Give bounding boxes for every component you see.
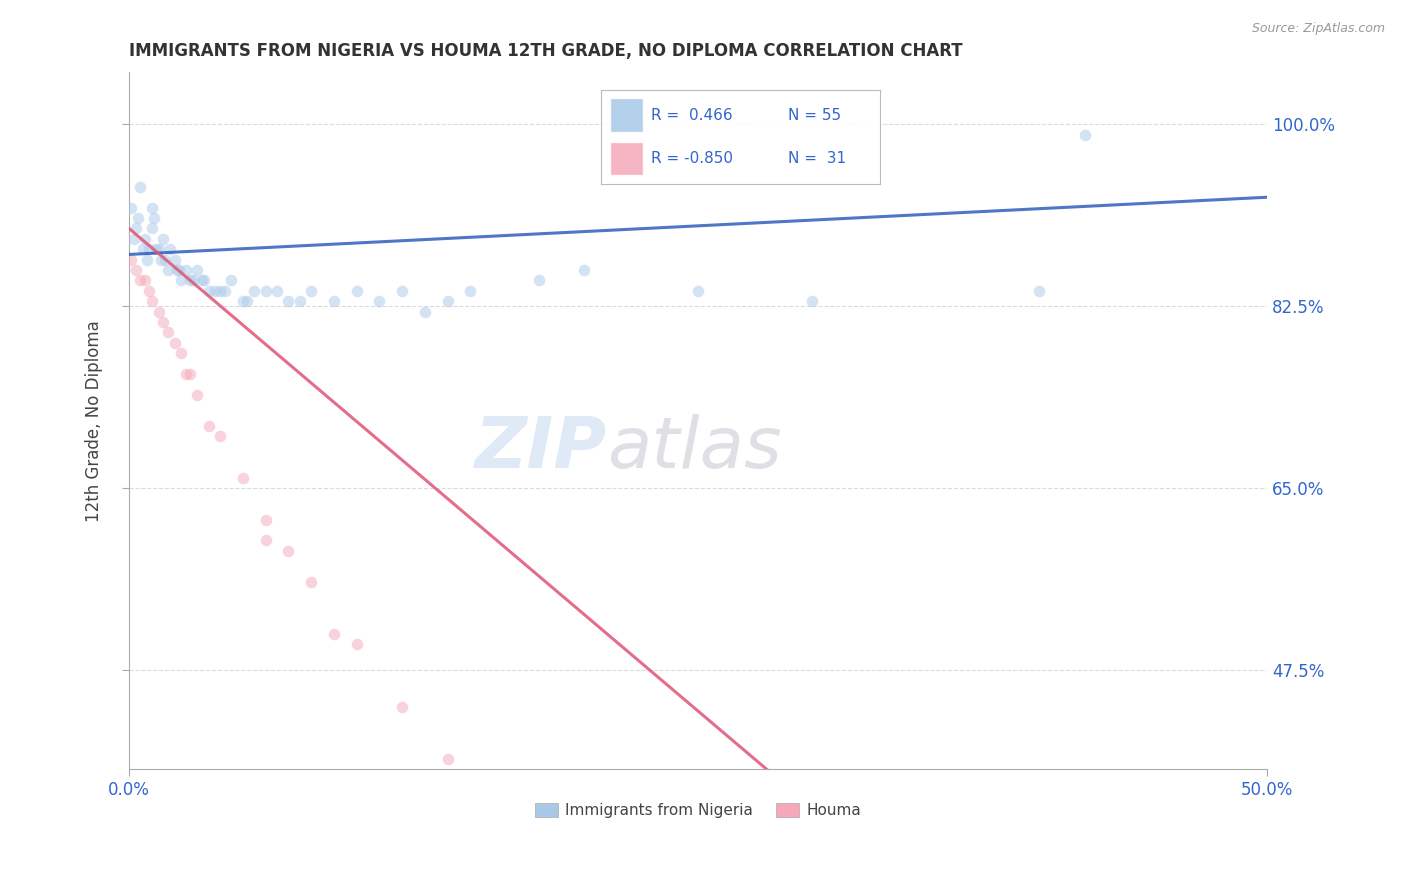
- Point: [1074, 128, 1097, 142]
- Point: [266, 284, 288, 298]
- Point: [127, 211, 149, 225]
- Point: [460, 284, 482, 298]
- Point: [1028, 866, 1050, 880]
- Point: [686, 284, 709, 298]
- Point: [181, 273, 204, 287]
- Text: Source: ZipAtlas.com: Source: ZipAtlas.com: [1251, 22, 1385, 36]
- Point: [243, 284, 266, 298]
- Point: [141, 201, 163, 215]
- Point: [254, 284, 277, 298]
- Point: [159, 242, 181, 256]
- Point: [346, 638, 368, 652]
- Point: [186, 263, 208, 277]
- Point: [125, 263, 148, 277]
- Point: [138, 242, 160, 256]
- Point: [413, 304, 436, 318]
- Text: atlas: atlas: [607, 414, 782, 483]
- Point: [391, 284, 413, 298]
- Point: [214, 284, 236, 298]
- Point: [299, 284, 322, 298]
- Point: [436, 294, 458, 309]
- Point: [129, 273, 152, 287]
- Point: [527, 273, 550, 287]
- Point: [155, 252, 177, 267]
- Point: [208, 284, 231, 298]
- Point: [167, 263, 190, 277]
- Point: [232, 294, 254, 309]
- Point: [141, 294, 163, 309]
- Point: [122, 232, 145, 246]
- Point: [197, 284, 219, 298]
- Point: [179, 273, 201, 287]
- Point: [156, 326, 179, 340]
- Point: [186, 388, 208, 402]
- Point: [204, 284, 226, 298]
- Point: [208, 429, 231, 443]
- Point: [346, 284, 368, 298]
- Point: [148, 242, 170, 256]
- Point: [368, 294, 391, 309]
- Point: [232, 471, 254, 485]
- Point: [436, 752, 458, 766]
- Point: [299, 575, 322, 590]
- Point: [138, 284, 160, 298]
- Point: [120, 252, 142, 267]
- Point: [254, 533, 277, 548]
- Legend: Immigrants from Nigeria, Houma: Immigrants from Nigeria, Houma: [529, 797, 868, 824]
- Point: [1028, 284, 1050, 298]
- Point: [136, 252, 159, 267]
- Point: [322, 627, 344, 641]
- Point: [179, 367, 201, 381]
- Point: [120, 201, 142, 215]
- Point: [170, 346, 193, 360]
- Point: [148, 304, 170, 318]
- Point: [1142, 846, 1164, 860]
- Point: [193, 273, 215, 287]
- Point: [145, 242, 167, 256]
- Point: [125, 221, 148, 235]
- Point: [143, 211, 166, 225]
- Y-axis label: 12th Grade, No Diploma: 12th Grade, No Diploma: [86, 320, 103, 522]
- Point: [156, 263, 179, 277]
- Point: [800, 294, 823, 309]
- Point: [254, 513, 277, 527]
- Point: [149, 252, 172, 267]
- Point: [277, 294, 299, 309]
- Text: IMMIGRANTS FROM NIGERIA VS HOUMA 12TH GRADE, NO DIPLOMA CORRELATION CHART: IMMIGRANTS FROM NIGERIA VS HOUMA 12TH GR…: [129, 42, 963, 60]
- Point: [391, 699, 413, 714]
- Point: [277, 544, 299, 558]
- Point: [221, 273, 243, 287]
- Point: [129, 179, 152, 194]
- Point: [152, 315, 174, 329]
- Point: [174, 263, 197, 277]
- Point: [170, 273, 193, 287]
- Point: [134, 273, 156, 287]
- Point: [134, 232, 156, 246]
- Point: [163, 335, 186, 350]
- Point: [174, 367, 197, 381]
- Point: [163, 252, 186, 267]
- Point: [141, 221, 163, 235]
- Point: [197, 419, 219, 434]
- Point: [572, 263, 595, 277]
- Point: [322, 294, 344, 309]
- Point: [166, 263, 188, 277]
- Point: [288, 294, 311, 309]
- Text: ZIP: ZIP: [475, 414, 607, 483]
- Point: [191, 273, 214, 287]
- Point: [152, 232, 174, 246]
- Point: [236, 294, 259, 309]
- Point: [131, 242, 153, 256]
